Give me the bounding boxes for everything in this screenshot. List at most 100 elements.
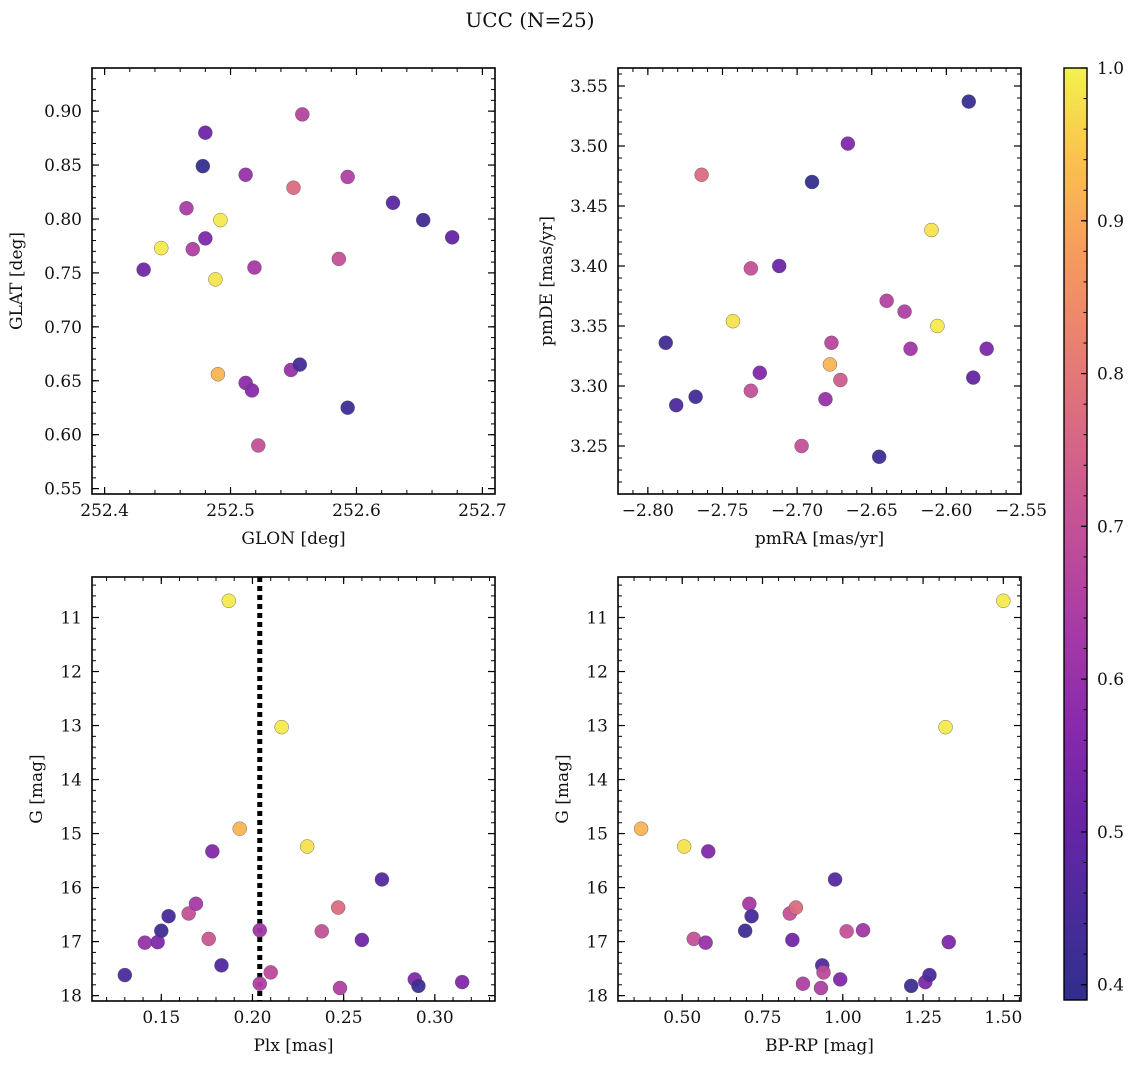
data-point xyxy=(879,293,894,308)
y-tick-label: 3.50 xyxy=(570,137,608,157)
x-tick-label: 252.6 xyxy=(332,501,381,521)
y-tick-label: 0.75 xyxy=(44,264,82,284)
data-point xyxy=(185,241,200,257)
y-axis-label: G [mag] xyxy=(27,754,47,823)
data-point xyxy=(785,932,800,948)
data-point xyxy=(794,438,809,454)
x-tick-label: 252.4 xyxy=(80,501,129,521)
colorbar: 0.4 0.5 0.6 0.7 0.8 0.9 1.0 xyxy=(1063,59,1124,1001)
y-tick-label: 0.80 xyxy=(44,210,82,230)
data-point xyxy=(454,974,470,990)
data-point xyxy=(198,125,213,140)
x-tick-label: −2.60 xyxy=(920,501,972,521)
data-point xyxy=(922,967,937,983)
x-tick-label: −2.70 xyxy=(771,501,823,521)
data-point xyxy=(658,335,673,350)
data-point xyxy=(252,976,267,991)
y-axis-label: pmDE [mas/yr] xyxy=(537,216,557,346)
data-point xyxy=(136,262,151,277)
data-point xyxy=(232,821,247,836)
x-tick-label: 1.50 xyxy=(984,1008,1022,1028)
data-point xyxy=(772,258,787,274)
data-point xyxy=(154,240,169,256)
data-point xyxy=(701,844,716,859)
data-point xyxy=(201,931,216,947)
x-tick-label: 1.00 xyxy=(824,1008,862,1028)
colorbar-tick-label: 0.7 xyxy=(1097,517,1124,537)
data-point xyxy=(299,839,315,854)
y-tick-label: 11 xyxy=(60,609,82,629)
colorbar-tick-label: 0.6 xyxy=(1097,670,1124,690)
y-tick-label: 18 xyxy=(60,987,82,1007)
data-point xyxy=(833,372,848,388)
y-tick-label: 0.90 xyxy=(44,102,82,122)
data-point xyxy=(698,935,713,950)
data-point xyxy=(822,357,838,372)
x-tick-label: 0.30 xyxy=(416,1008,454,1028)
y-tick-label: 12 xyxy=(60,663,82,683)
data-point xyxy=(924,222,939,238)
data-point xyxy=(286,180,301,195)
data-point xyxy=(669,398,684,413)
y-tick-label: 12 xyxy=(586,663,608,683)
data-point xyxy=(824,335,839,350)
data-point xyxy=(737,923,753,938)
y-tick-label: 3.45 xyxy=(570,197,608,217)
axes-frame xyxy=(91,67,496,495)
x-axis-label: pmRA [mas/yr] xyxy=(755,529,884,549)
y-tick-label: 18 xyxy=(586,987,608,1007)
data-point xyxy=(210,367,226,382)
x-tick-label: 0.75 xyxy=(744,1008,782,1028)
data-point xyxy=(416,212,431,228)
data-point xyxy=(840,136,856,151)
y-tick-label: 0.85 xyxy=(44,156,82,176)
data-point xyxy=(833,972,848,987)
x-tick-label: 0.50 xyxy=(663,1008,701,1028)
data-point xyxy=(743,261,759,276)
data-point xyxy=(633,821,649,836)
data-point xyxy=(385,195,401,211)
data-point xyxy=(374,872,390,887)
y-tick-label: 17 xyxy=(60,933,82,953)
data-point xyxy=(744,909,759,924)
data-point xyxy=(938,719,953,735)
data-point xyxy=(996,593,1011,608)
data-point xyxy=(117,967,133,983)
data-point xyxy=(154,923,169,938)
y-tick-label: 14 xyxy=(586,771,608,791)
x-axis-label: BP-RP [mag] xyxy=(765,1036,874,1056)
panel-cmd-color: 0.50 0.75 1.00 1.25 1.50 11 12 13 14 15 16 17 18 BP-R… xyxy=(553,576,1022,1056)
x-tick-label: −2.65 xyxy=(846,501,898,521)
data-point xyxy=(725,314,741,329)
y-tick-label: 0.65 xyxy=(44,372,82,392)
data-point xyxy=(694,167,709,183)
x-tick-label: −2.80 xyxy=(622,501,674,521)
y-tick-label: 0.70 xyxy=(44,318,82,338)
figure-title: UCC (N=25) xyxy=(465,8,594,32)
colorbar-tick-label: 1.0 xyxy=(1097,59,1124,79)
data-point xyxy=(340,400,355,415)
data-point xyxy=(292,357,307,372)
data-point xyxy=(161,909,176,924)
data-point xyxy=(137,935,153,950)
data-point xyxy=(752,365,767,380)
data-point xyxy=(354,932,370,948)
panel-cmd-parallax: 0.15 0.20 0.25 0.30 11 12 13 14 15 16 17 18 Plx [mas… xyxy=(27,576,496,1056)
data-point xyxy=(827,872,843,887)
data-point xyxy=(813,980,829,996)
y-axis-label: G [mag] xyxy=(553,754,573,823)
axes-frame xyxy=(617,576,1022,1002)
data-point xyxy=(941,934,956,950)
y-tick-label: 3.25 xyxy=(570,437,608,457)
data-point xyxy=(252,923,267,938)
colorbar-tick-label: 0.5 xyxy=(1097,823,1124,843)
x-tick-label: 0.20 xyxy=(234,1008,272,1028)
data-point xyxy=(263,965,278,980)
y-tick-label: 3.30 xyxy=(570,377,608,397)
x-tick-label: 1.25 xyxy=(904,1008,942,1028)
colorbar-gradient xyxy=(1063,67,1088,1001)
y-tick-label: 14 xyxy=(60,771,82,791)
data-point xyxy=(743,383,759,398)
data-point xyxy=(314,924,329,939)
